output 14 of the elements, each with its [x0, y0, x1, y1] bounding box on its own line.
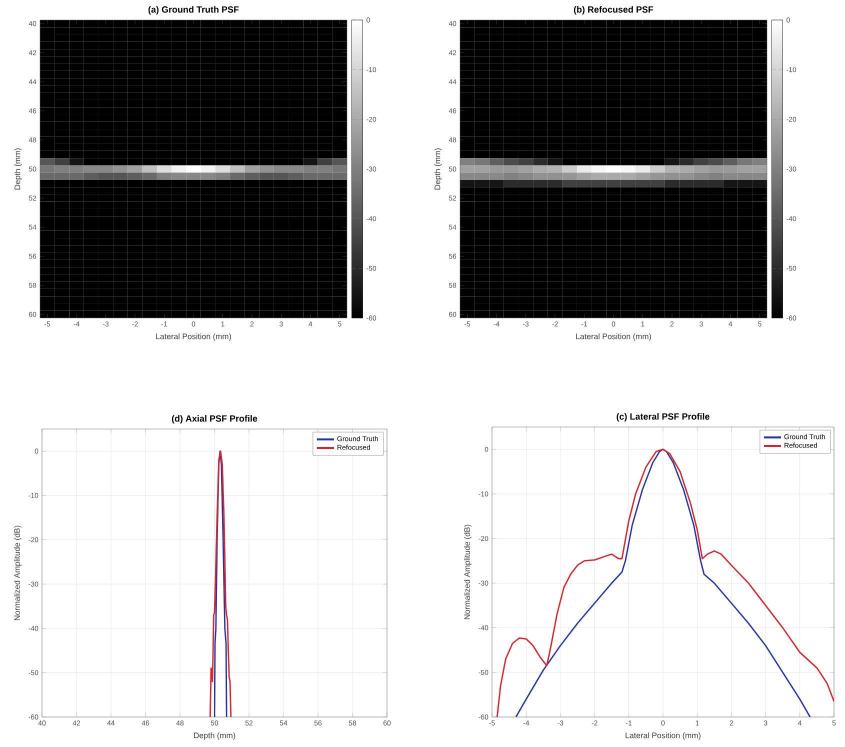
x-axis-title: Lateral Position (mm) — [156, 333, 231, 341]
y-axis-title: Normalized Amplitude (dB) — [464, 524, 472, 620]
line-series — [209, 450, 232, 717]
x-axis-title: Lateral Position (mm) — [576, 333, 652, 341]
y-axis-title: Depth (mm) — [434, 148, 442, 190]
chart-title: (a) Ground Truth PSF — [148, 6, 239, 14]
chart-title: (c) Lateral PSF Profile — [616, 413, 710, 422]
y-axis-title: Normalized Amplitude (dB) — [14, 526, 22, 620]
y-axis-title: Depth (mm) — [14, 148, 22, 190]
chart-title: (b) Refocused PSF — [574, 6, 654, 14]
x-axis-title: Depth (mm) — [194, 732, 236, 740]
chart-title: (d) Axial PSF Profile — [172, 415, 258, 424]
line-series — [214, 450, 228, 717]
x-axis-title: Lateral Position (mm) — [626, 732, 701, 740]
